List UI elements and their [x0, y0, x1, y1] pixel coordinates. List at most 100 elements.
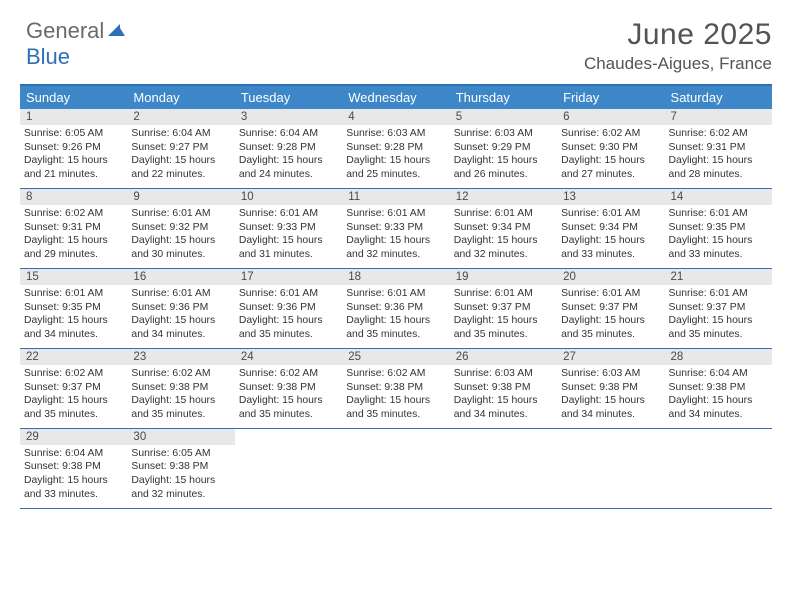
day-cell: 6Sunrise: 6:02 AMSunset: 9:30 PMDaylight…: [557, 109, 664, 188]
day-cell: 30Sunrise: 6:05 AMSunset: 9:38 PMDayligh…: [127, 429, 234, 508]
day-number: 20: [557, 269, 664, 285]
month-title: June 2025: [584, 18, 772, 52]
day-cell: 4Sunrise: 6:03 AMSunset: 9:28 PMDaylight…: [342, 109, 449, 188]
day-body: Sunrise: 6:04 AMSunset: 9:28 PMDaylight:…: [235, 125, 342, 188]
day-cell: 8Sunrise: 6:02 AMSunset: 9:31 PMDaylight…: [20, 189, 127, 268]
day-body: Sunrise: 6:04 AMSunset: 9:38 PMDaylight:…: [20, 445, 127, 508]
title-block: June 2025 Chaudes-Aigues, France: [584, 18, 772, 74]
day-cell: 10Sunrise: 6:01 AMSunset: 9:33 PMDayligh…: [235, 189, 342, 268]
day-number: 22: [20, 349, 127, 365]
day-body: Sunrise: 6:05 AMSunset: 9:38 PMDaylight:…: [127, 445, 234, 508]
day-number: 7: [665, 109, 772, 125]
week-row: 29Sunrise: 6:04 AMSunset: 9:38 PMDayligh…: [20, 429, 772, 509]
day-cell: 5Sunrise: 6:03 AMSunset: 9:29 PMDaylight…: [450, 109, 557, 188]
day-number: 17: [235, 269, 342, 285]
week-row: 22Sunrise: 6:02 AMSunset: 9:37 PMDayligh…: [20, 349, 772, 429]
day-body: Sunrise: 6:03 AMSunset: 9:29 PMDaylight:…: [450, 125, 557, 188]
week-row: 15Sunrise: 6:01 AMSunset: 9:35 PMDayligh…: [20, 269, 772, 349]
day-number: 4: [342, 109, 449, 125]
location-label: Chaudes-Aigues, France: [584, 54, 772, 74]
day-number: 15: [20, 269, 127, 285]
day-body: Sunrise: 6:01 AMSunset: 9:35 PMDaylight:…: [665, 205, 772, 268]
day-cell: 23Sunrise: 6:02 AMSunset: 9:38 PMDayligh…: [127, 349, 234, 428]
day-body: Sunrise: 6:01 AMSunset: 9:37 PMDaylight:…: [665, 285, 772, 348]
week-row: 1Sunrise: 6:05 AMSunset: 9:26 PMDaylight…: [20, 109, 772, 189]
day-cell: 9Sunrise: 6:01 AMSunset: 9:32 PMDaylight…: [127, 189, 234, 268]
day-header: Thursday: [450, 86, 557, 109]
day-body: Sunrise: 6:01 AMSunset: 9:36 PMDaylight:…: [235, 285, 342, 348]
day-number: 9: [127, 189, 234, 205]
day-number: 10: [235, 189, 342, 205]
day-body: Sunrise: 6:01 AMSunset: 9:33 PMDaylight:…: [342, 205, 449, 268]
day-number: 6: [557, 109, 664, 125]
day-body: Sunrise: 6:02 AMSunset: 9:30 PMDaylight:…: [557, 125, 664, 188]
day-body: Sunrise: 6:01 AMSunset: 9:34 PMDaylight:…: [557, 205, 664, 268]
day-cell: 27Sunrise: 6:03 AMSunset: 9:38 PMDayligh…: [557, 349, 664, 428]
day-number: 28: [665, 349, 772, 365]
empty-cell: [235, 429, 342, 508]
day-number: 2: [127, 109, 234, 125]
day-number: 19: [450, 269, 557, 285]
day-cell: 16Sunrise: 6:01 AMSunset: 9:36 PMDayligh…: [127, 269, 234, 348]
empty-cell: [342, 429, 449, 508]
day-body: Sunrise: 6:02 AMSunset: 9:38 PMDaylight:…: [235, 365, 342, 428]
day-body: Sunrise: 6:04 AMSunset: 9:27 PMDaylight:…: [127, 125, 234, 188]
day-body: Sunrise: 6:05 AMSunset: 9:26 PMDaylight:…: [20, 125, 127, 188]
day-number: 24: [235, 349, 342, 365]
day-body: Sunrise: 6:01 AMSunset: 9:37 PMDaylight:…: [450, 285, 557, 348]
day-header: Saturday: [665, 86, 772, 109]
day-cell: 20Sunrise: 6:01 AMSunset: 9:37 PMDayligh…: [557, 269, 664, 348]
day-cell: 29Sunrise: 6:04 AMSunset: 9:38 PMDayligh…: [20, 429, 127, 508]
day-body: Sunrise: 6:03 AMSunset: 9:38 PMDaylight:…: [450, 365, 557, 428]
day-body: Sunrise: 6:01 AMSunset: 9:33 PMDaylight:…: [235, 205, 342, 268]
day-header: Tuesday: [235, 86, 342, 109]
day-body: Sunrise: 6:01 AMSunset: 9:35 PMDaylight:…: [20, 285, 127, 348]
day-body: Sunrise: 6:03 AMSunset: 9:38 PMDaylight:…: [557, 365, 664, 428]
day-body: Sunrise: 6:02 AMSunset: 9:31 PMDaylight:…: [20, 205, 127, 268]
day-body: Sunrise: 6:02 AMSunset: 9:37 PMDaylight:…: [20, 365, 127, 428]
day-cell: 1Sunrise: 6:05 AMSunset: 9:26 PMDaylight…: [20, 109, 127, 188]
day-cell: 24Sunrise: 6:02 AMSunset: 9:38 PMDayligh…: [235, 349, 342, 428]
logo-word2: Blue: [26, 44, 70, 69]
day-cell: 2Sunrise: 6:04 AMSunset: 9:27 PMDaylight…: [127, 109, 234, 188]
day-body: Sunrise: 6:01 AMSunset: 9:36 PMDaylight:…: [342, 285, 449, 348]
day-cell: 11Sunrise: 6:01 AMSunset: 9:33 PMDayligh…: [342, 189, 449, 268]
day-header-row: SundayMondayTuesdayWednesdayThursdayFrid…: [20, 86, 772, 109]
day-header: Monday: [127, 86, 234, 109]
day-number: 23: [127, 349, 234, 365]
day-number: 13: [557, 189, 664, 205]
logo-sail-icon: [106, 22, 126, 43]
day-cell: 26Sunrise: 6:03 AMSunset: 9:38 PMDayligh…: [450, 349, 557, 428]
day-header: Friday: [557, 86, 664, 109]
day-body: Sunrise: 6:01 AMSunset: 9:34 PMDaylight:…: [450, 205, 557, 268]
day-number: 3: [235, 109, 342, 125]
day-number: 26: [450, 349, 557, 365]
day-header: Sunday: [20, 86, 127, 109]
day-body: Sunrise: 6:04 AMSunset: 9:38 PMDaylight:…: [665, 365, 772, 428]
day-number: 12: [450, 189, 557, 205]
day-body: Sunrise: 6:02 AMSunset: 9:38 PMDaylight:…: [127, 365, 234, 428]
logo-text: General Blue: [26, 18, 126, 70]
page-header: General Blue June 2025 Chaudes-Aigues, F…: [20, 18, 772, 74]
day-header: Wednesday: [342, 86, 449, 109]
week-row: 8Sunrise: 6:02 AMSunset: 9:31 PMDaylight…: [20, 189, 772, 269]
day-body: Sunrise: 6:01 AMSunset: 9:32 PMDaylight:…: [127, 205, 234, 268]
day-cell: 22Sunrise: 6:02 AMSunset: 9:37 PMDayligh…: [20, 349, 127, 428]
day-number: 29: [20, 429, 127, 445]
day-body: Sunrise: 6:01 AMSunset: 9:37 PMDaylight:…: [557, 285, 664, 348]
day-number: 16: [127, 269, 234, 285]
day-number: 18: [342, 269, 449, 285]
empty-cell: [665, 429, 772, 508]
day-cell: 14Sunrise: 6:01 AMSunset: 9:35 PMDayligh…: [665, 189, 772, 268]
logo-word1: General: [26, 18, 104, 43]
day-cell: 18Sunrise: 6:01 AMSunset: 9:36 PMDayligh…: [342, 269, 449, 348]
empty-cell: [450, 429, 557, 508]
empty-cell: [557, 429, 664, 508]
day-cell: 12Sunrise: 6:01 AMSunset: 9:34 PMDayligh…: [450, 189, 557, 268]
day-body: Sunrise: 6:03 AMSunset: 9:28 PMDaylight:…: [342, 125, 449, 188]
day-number: 21: [665, 269, 772, 285]
day-cell: 25Sunrise: 6:02 AMSunset: 9:38 PMDayligh…: [342, 349, 449, 428]
day-cell: 19Sunrise: 6:01 AMSunset: 9:37 PMDayligh…: [450, 269, 557, 348]
day-number: 30: [127, 429, 234, 445]
day-number: 8: [20, 189, 127, 205]
